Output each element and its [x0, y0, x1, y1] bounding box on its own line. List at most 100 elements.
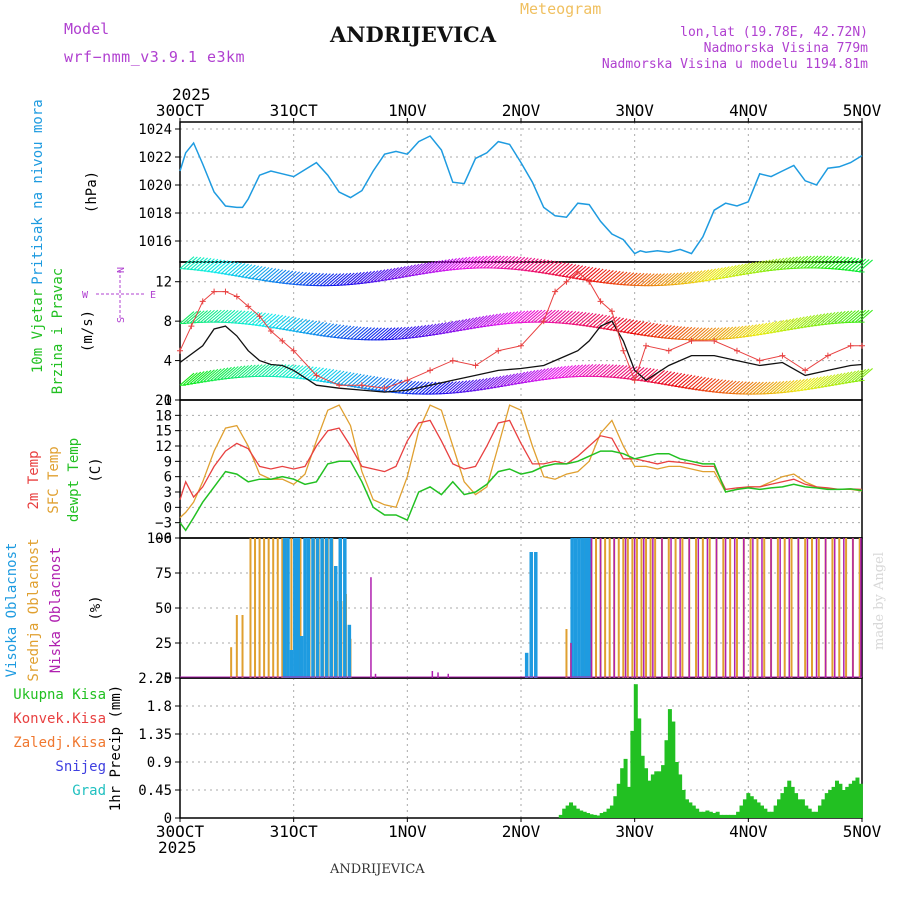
wind-gust-marker — [711, 337, 718, 344]
wind-barb — [435, 258, 451, 272]
wind-barb — [800, 255, 815, 269]
wind-barb — [486, 313, 502, 327]
wind-barb — [350, 374, 365, 388]
wind-barb — [206, 368, 222, 382]
wind-barb — [193, 370, 208, 384]
wind-barb — [564, 364, 580, 378]
elevation-label: Nadmorska Visina 779m — [703, 41, 868, 56]
wind-barb — [759, 258, 775, 272]
wind-barb — [278, 364, 294, 378]
precip-bar — [678, 774, 683, 818]
wind-barb — [830, 256, 846, 270]
y-tick-label-temperature: 9 — [164, 454, 172, 470]
precip-bar — [582, 811, 587, 818]
wind-barb — [622, 366, 638, 379]
wind-speed-line — [179, 320, 863, 393]
wind-barb — [830, 372, 846, 386]
cloud-bar-low — [679, 538, 681, 678]
y-tick-label-temperature: 0 — [164, 500, 172, 516]
wind-gust-marker — [449, 357, 456, 364]
wind-barb — [500, 373, 515, 387]
wind-barb — [374, 327, 389, 341]
wind-barb — [264, 363, 280, 377]
wind-barb — [326, 324, 341, 338]
wind-barb — [391, 380, 406, 393]
wind-barb — [844, 310, 860, 323]
wind-barb — [483, 313, 498, 327]
wind-gust-marker — [279, 337, 286, 344]
wind-barb — [592, 269, 607, 282]
wind-barb — [848, 309, 863, 323]
wind-barb — [738, 324, 754, 338]
x-year-bottom: 2025 — [158, 838, 197, 857]
precip-bar — [811, 811, 816, 818]
wind-barb — [728, 381, 744, 394]
wind-barb — [316, 322, 331, 336]
precip-bar — [838, 783, 843, 818]
wind-barb — [404, 381, 420, 394]
wind-barb — [438, 258, 454, 272]
wind-barb — [810, 313, 826, 327]
cloud-bar-high — [329, 538, 333, 678]
precip-bar — [626, 786, 631, 818]
wind-gust-marker — [188, 323, 195, 330]
wind-barb — [742, 324, 758, 337]
wind-barb — [687, 270, 703, 284]
y-tick-label-pressure: 1020 — [138, 178, 172, 194]
wind-barb — [247, 312, 263, 325]
wind-barb — [244, 364, 260, 378]
wind-barb — [305, 272, 321, 286]
wind-barb — [803, 376, 819, 390]
precip-bar — [719, 814, 724, 818]
precip-bar — [575, 808, 580, 818]
cloud-bar-low — [715, 538, 718, 678]
precip-legend-0: Ukupna Kisa — [13, 687, 106, 703]
x-label-bottom: 5NOV — [843, 822, 882, 841]
cloud-bar-high — [347, 624, 352, 678]
wind-gust-marker — [233, 293, 240, 300]
wind-barb — [745, 260, 761, 274]
wind-barb — [599, 315, 614, 329]
cloud-bar-mid — [838, 538, 841, 678]
wind-barb — [275, 270, 290, 283]
y-tick-label-clouds: 25 — [155, 636, 172, 652]
cloud-bar-mid — [254, 538, 257, 678]
wind-barb — [660, 325, 676, 339]
wind-barb — [411, 262, 427, 276]
precip-bar — [770, 811, 775, 818]
wind-barb — [438, 381, 454, 395]
wind-barb — [595, 364, 611, 377]
wind-barb — [858, 259, 873, 273]
cloud-bar-low — [806, 538, 809, 678]
wind-barb — [817, 374, 833, 388]
wind-barb — [288, 271, 304, 285]
precip-bar — [817, 805, 822, 818]
wind-barb — [793, 315, 809, 329]
precip-bar — [736, 811, 741, 818]
precip-bar — [623, 758, 628, 818]
wind-barb — [657, 325, 672, 338]
wind-barb — [851, 258, 867, 272]
wind-barb — [391, 326, 406, 340]
wind-barb — [844, 370, 860, 383]
wind-barb — [582, 313, 597, 327]
wind-barb — [667, 372, 682, 386]
wind-gust-marker — [859, 342, 865, 349]
cloud-bar-low — [688, 538, 690, 678]
wind-barb — [762, 258, 778, 272]
wind-barb — [329, 370, 345, 384]
wind-barb — [790, 255, 805, 269]
wind-barb — [820, 311, 836, 325]
wind-barb — [793, 255, 809, 269]
precip-bar — [834, 780, 839, 818]
wind-barb — [564, 264, 580, 278]
wind-barb — [824, 373, 839, 387]
wind-barb — [517, 257, 532, 271]
wind-barb — [292, 318, 307, 332]
wind-barb — [367, 269, 382, 283]
x-label-top: 3NOV — [615, 101, 654, 120]
wind-barb — [241, 311, 256, 325]
wind-barb — [285, 271, 301, 285]
wind-barb — [281, 270, 297, 284]
wind-barb — [568, 364, 584, 378]
